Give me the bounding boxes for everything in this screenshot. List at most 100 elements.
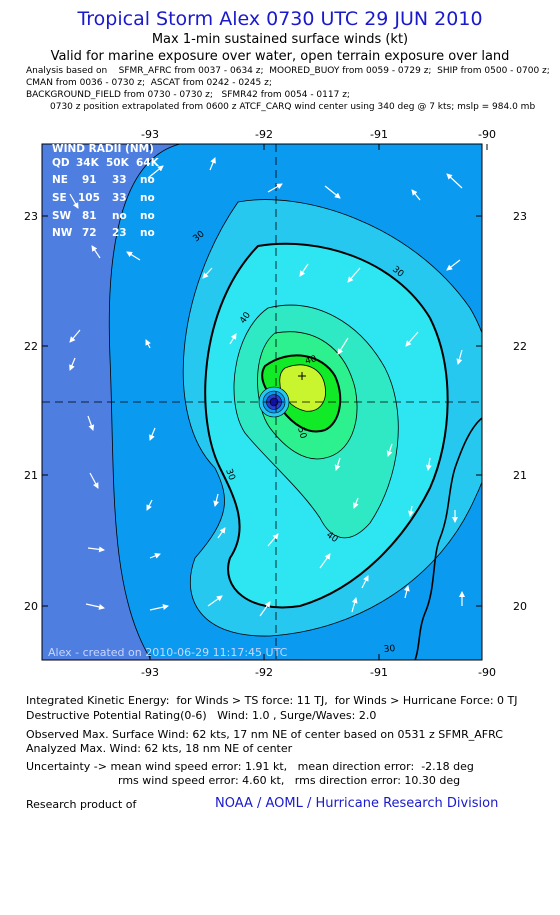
contour-label: 40 (304, 354, 318, 367)
wind-vector-arrow (149, 604, 169, 611)
lat-tick-label-right: 23 (513, 210, 527, 223)
lat-tick-label-right: 20 (513, 600, 527, 613)
ike-line: Integrated Kinetic Energy: for Winds > T… (26, 694, 518, 707)
contour-label: 30 (383, 644, 396, 655)
wind-vector-arrow (351, 597, 358, 613)
max-wind-marker (298, 372, 306, 380)
position-extrapolation-note: 0730 z position extrapolated from 0600 z… (50, 102, 536, 112)
wind-vector-arrow (85, 603, 105, 610)
wind-vector-arrow (403, 585, 410, 599)
wind-vector-arrow (353, 497, 359, 509)
contour-label: 50 (295, 426, 308, 440)
wind-vector-arrow (299, 263, 309, 277)
wind-vector-arrow (89, 472, 99, 489)
wind-vector-arrow (267, 183, 283, 193)
wind-radii-value: no (140, 192, 155, 204)
wind-field-map: 30 30 40 40 50 40 30 30 -93 -92 -91 -90 … (24, 128, 527, 678)
storm-eye (258, 386, 290, 418)
lat-tick-label-left: 20 (24, 600, 38, 613)
lon-tick-label-top: -91 (370, 128, 388, 141)
subtitle-exposure: Valid for marine exposure over water, op… (50, 49, 510, 64)
wind-radii-header-qd: QD (52, 157, 70, 169)
wind-radii-quadrant: NE (52, 174, 68, 186)
lat-tick-label-left: 23 (24, 210, 38, 223)
wind-radii-header-64k: 64K (136, 157, 160, 169)
observed-max-wind: Observed Max. Surface Wind: 62 kts, 17 n… (26, 728, 503, 741)
wind-vector-arrow (337, 337, 349, 355)
coastline (414, 417, 482, 660)
wind-vector-arrow (209, 157, 216, 171)
wind-radii-value: 23 (112, 227, 127, 239)
analysis-sources-line-3: BACKGROUND_FIELD from 0730 - 0730 z; SFM… (26, 90, 350, 100)
lon-tick-label-top: -92 (255, 128, 273, 141)
wind-vector-arrow (69, 193, 79, 209)
wind-radii-value: no (112, 210, 127, 222)
wind-vector-arrow (361, 575, 369, 589)
wind-radii-table: WIND RADII (NM) QD 34K 50K 64K NE 91 33 … (52, 143, 160, 239)
wind-vector-arrow (405, 331, 419, 347)
wind-radii-quadrant: SW (52, 210, 72, 222)
wind-radii-quadrant: SE (52, 192, 67, 204)
wind-vector-arrow (91, 245, 101, 259)
wind-radii-header-50k: 50K (106, 157, 130, 169)
lon-tick-label-bottom: -93 (141, 666, 159, 678)
wind-vector-arrow (126, 251, 141, 261)
wind-radii-value: no (140, 174, 155, 186)
wind-vector-arrow (267, 533, 279, 547)
wind-radii-value: 105 (78, 192, 100, 204)
map-frame (41, 143, 483, 661)
analyzed-max-wind: Analyzed Max. Wind: 62 kts, 18 nm NE of … (26, 742, 293, 755)
credit-prefix: Research product of (26, 798, 137, 811)
wind-vector-arrow (446, 259, 461, 271)
wind-vector-arrow (411, 189, 421, 201)
wind-vector-arrow (202, 267, 213, 279)
lon-tick-label-top: -93 (141, 128, 159, 141)
wind-vector-arrow (207, 595, 223, 607)
wind-vector-arrow (386, 443, 393, 457)
wind-vector-arrow (149, 427, 156, 441)
lat-tick-label-right: 22 (513, 340, 527, 353)
lon-tick-label-bottom: -91 (370, 666, 388, 678)
uncertainty-rms: rms wind speed error: 4.60 kt, rms direc… (118, 774, 461, 787)
contour-label: 30 (223, 468, 236, 482)
contour-labels: 30 30 40 40 50 40 30 30 (192, 229, 406, 655)
wind-radii-value: no (140, 227, 155, 239)
wind-radii-header-34k: 34K (76, 157, 100, 169)
wind-vector-arrow (146, 499, 153, 511)
wind-vector-arrow (213, 493, 220, 507)
lat-tick-label-left: 22 (24, 340, 38, 353)
tropical-storm-34kt-contour (204, 242, 449, 609)
created-timestamp: Alex - created on 2010-06-29 11:17:45 UT… (48, 646, 288, 659)
wind-vector-arrow (229, 333, 237, 345)
lat-tick-label-right: 21 (513, 469, 527, 482)
wind-radii-value: 33 (112, 192, 127, 204)
credit-organization: NOAA / AOML / Hurricane Research Divisio… (215, 796, 499, 811)
wind-radii-value: 33 (112, 174, 127, 186)
wind-vector-arrow (456, 349, 463, 365)
wind-vector-arrow (446, 173, 463, 189)
wind-radii-title: WIND RADII (NM) (52, 143, 154, 155)
wind-radii-value: no (140, 210, 155, 222)
lat-tick-label-left: 21 (24, 469, 38, 482)
wind-vector-arrow (347, 267, 361, 283)
wind-vector-arrow (259, 601, 271, 617)
wind-vector-arrow (87, 415, 95, 431)
lon-tick-label-bottom: -92 (255, 666, 273, 678)
uncertainty-mean: Uncertainty -> mean wind speed error: 1.… (26, 760, 474, 773)
wind-vector-arrow (149, 553, 161, 559)
wind-vector-arrow (217, 527, 226, 539)
wind-vector-arrow (334, 457, 341, 471)
wind-radii-value: 81 (82, 210, 97, 222)
wind-vectors (69, 157, 465, 617)
subtitle-wind-type: Max 1-min sustained surface winds (kt) (151, 32, 409, 47)
wind-vector-arrow (145, 339, 151, 349)
wind-vector-arrow (69, 357, 76, 371)
analysis-sources-line-1: Analysis based on SFMR_AFRC from 0037 - … (26, 66, 550, 76)
analysis-sources-line-2: CMAN from 0036 - 0730 z; ASCAT from 0242… (26, 78, 272, 88)
wind-vector-arrow (324, 185, 341, 199)
wind-radii-value: 91 (82, 174, 97, 186)
destructive-potential-line: Destructive Potential Rating(0-6) Wind: … (26, 709, 377, 722)
axis-ticks (42, 144, 488, 660)
wind-radii-value: 72 (82, 227, 97, 239)
wind-vector-arrow (69, 329, 81, 343)
